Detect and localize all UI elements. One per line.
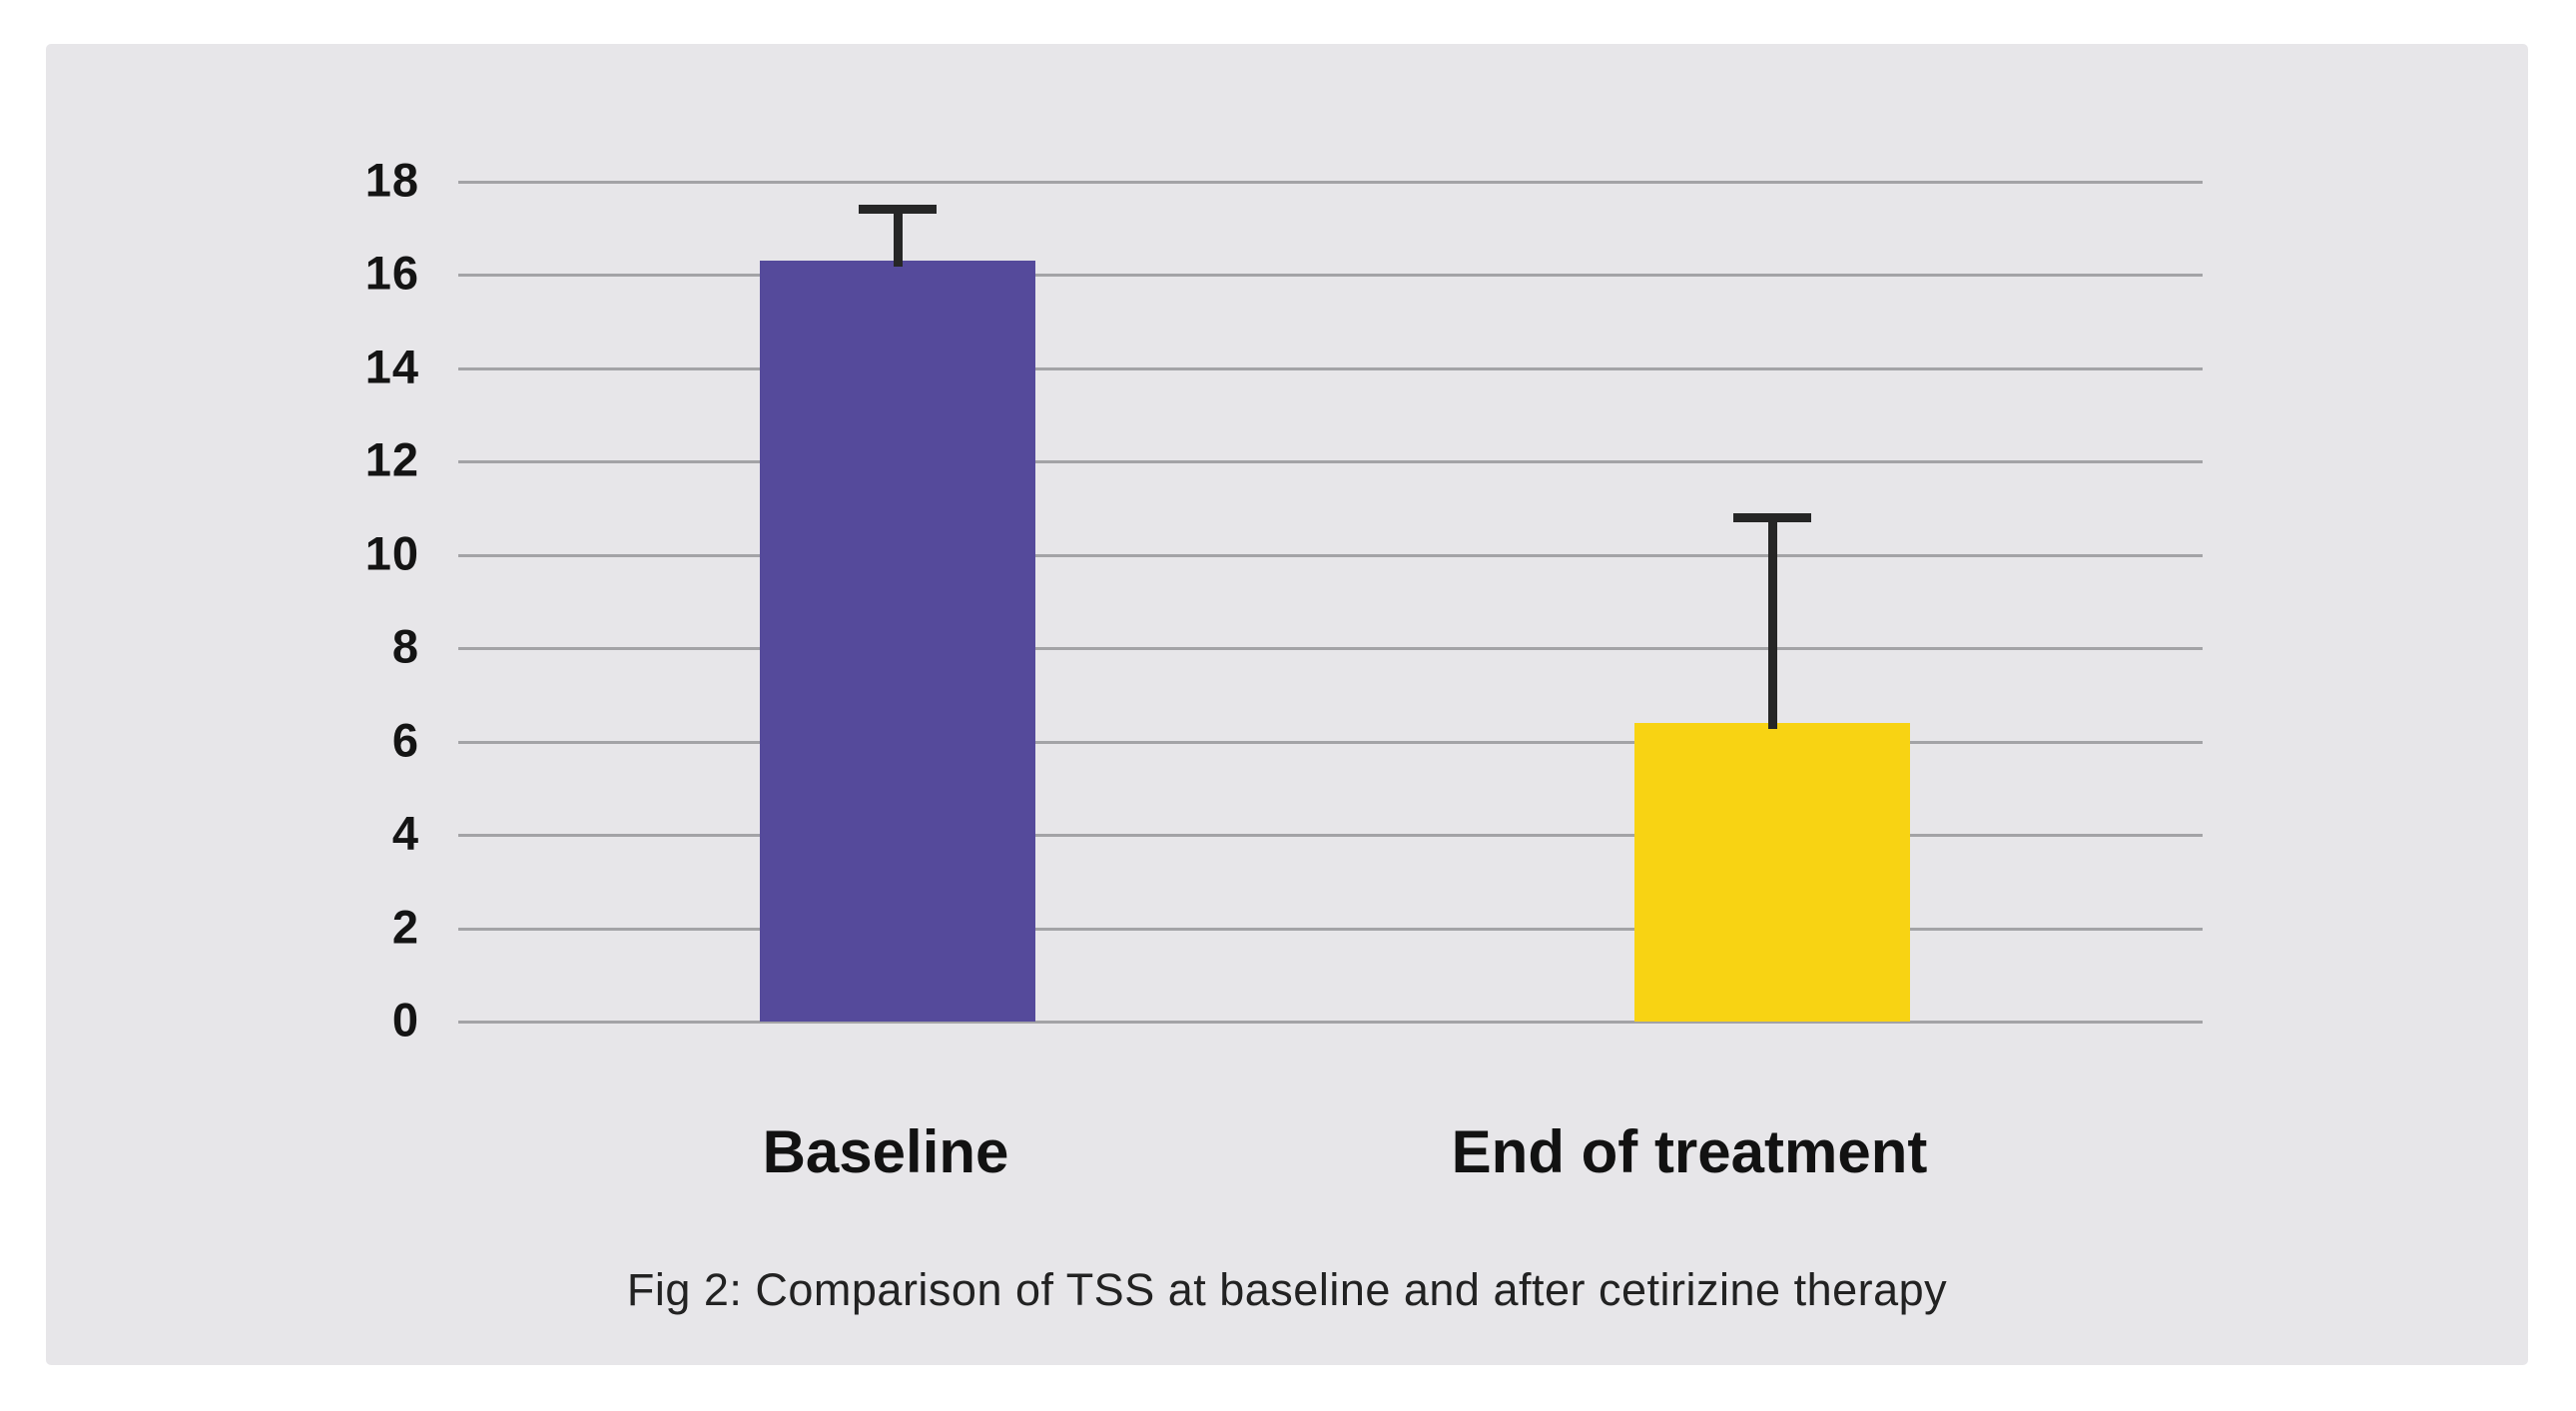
error-bar-stem-baseline [893, 205, 903, 268]
gridline-y-8 [458, 647, 2203, 651]
gridline-y-2 [458, 927, 2203, 931]
gridline-y-12 [458, 460, 2203, 464]
y-tick-label-6: 6 [391, 713, 419, 767]
x-category-label-end-of-treatment: End of treatment [1451, 1118, 1928, 1185]
y-tick-label-14: 14 [364, 340, 419, 393]
gridline-y-6 [458, 740, 2203, 744]
gridline-y-18 [458, 181, 2203, 184]
error-bar-cap-end-of-treatment [1733, 512, 1811, 522]
gridline-y-14 [458, 366, 2203, 370]
y-tick-label-4: 4 [391, 806, 419, 860]
y-tick-label-0: 0 [391, 993, 419, 1047]
error-bar-cap-baseline [859, 205, 937, 215]
bar-baseline [760, 261, 1035, 1022]
gridline-y-16 [458, 274, 2203, 278]
gridline-y-0 [458, 1021, 2203, 1024]
y-tick-label-8: 8 [391, 619, 419, 673]
y-tick-label-10: 10 [364, 526, 419, 580]
y-tick-label-18: 18 [364, 153, 419, 207]
y-tick-label-2: 2 [391, 900, 419, 954]
bar-end-of-treatment [1634, 722, 1910, 1022]
x-category-label-baseline: Baseline [762, 1118, 1009, 1185]
y-tick-label-12: 12 [364, 432, 419, 486]
plot-area: 0 2 4 6 8 10 12 14 16 18 Baseline End of treatment [46, 44, 2528, 1365]
chart-panel: 0 2 4 6 8 10 12 14 16 18 Baseline End of treatment … [46, 44, 2528, 1365]
error-bar-stem-end-of-treatment [1767, 512, 1777, 729]
figure-caption: Fig 2: Comparison of TSS at baseline and… [626, 1264, 1948, 1315]
y-tick-label-16: 16 [364, 247, 419, 301]
gridline-y-4 [458, 834, 2203, 838]
gridline-y-10 [458, 553, 2203, 557]
